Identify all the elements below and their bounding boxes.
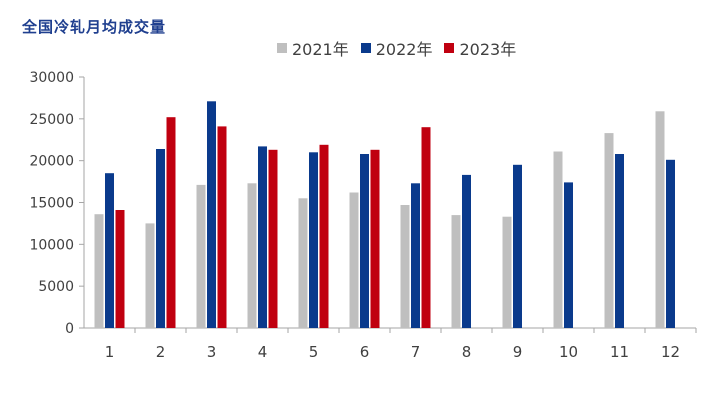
legend-item-2022: 2022年 [360, 36, 433, 60]
legend-swatch-2021 [277, 43, 287, 53]
bar-2023年-6 [370, 149, 380, 328]
legend-label-2021: 2021年 [292, 40, 349, 59]
x-tick-label: 9 [513, 343, 523, 361]
bar-2021年-5 [298, 198, 308, 328]
bar-2021年-10 [553, 151, 563, 328]
bar-2022年-1 [105, 173, 114, 328]
y-tick-label: 0 [65, 321, 74, 337]
bar-2023年-2 [166, 117, 176, 328]
bar-2023年-4 [268, 149, 278, 328]
bar-2021年-12 [655, 111, 665, 328]
bar-2022年-3 [207, 101, 216, 328]
x-tick-label: 3 [207, 343, 217, 361]
bar-2021年-8 [451, 215, 461, 328]
legend-label-2023: 2023年 [459, 40, 517, 59]
x-tick-label: 11 [610, 343, 629, 361]
chart-title: 全国冷轧月均成交量 [22, 18, 167, 36]
bar-2022年-9 [513, 164, 522, 328]
y-tick-label: 15000 [29, 196, 74, 212]
bar-2021年-2 [145, 223, 155, 328]
legend-label-2022: 2022年 [375, 40, 433, 59]
x-tick-label: 6 [360, 343, 370, 361]
bar-2023年-5 [319, 144, 329, 328]
x-tick-label: 12 [661, 343, 680, 361]
bar-2021年-1 [94, 214, 104, 328]
x-tick-label: 8 [462, 343, 472, 361]
legend-item-2023: 2023年 [444, 36, 516, 60]
bar-2022年-11 [615, 154, 624, 328]
bar-2022年-12 [666, 159, 675, 328]
y-tick-label: 30000 [29, 70, 74, 86]
bar-2022年-2 [156, 149, 165, 328]
bar-2021年-4 [247, 183, 257, 328]
bar-2022年-8 [462, 174, 471, 328]
x-tick-label: 2 [156, 343, 166, 361]
bar-2022年-10 [564, 182, 573, 328]
legend-item-2021: 2021年 [277, 36, 349, 60]
bar-2021年-7 [400, 205, 410, 328]
legend-swatch-2023 [444, 43, 455, 53]
x-tick-label: 1 [105, 343, 115, 361]
x-tick-label: 4 [258, 343, 268, 361]
y-tick-label: 5000 [38, 279, 74, 295]
x-tick-label: 5 [309, 343, 319, 361]
bar-2021年-6 [349, 192, 359, 328]
x-tick-label: 10 [559, 343, 578, 361]
y-tick-label: 25000 [29, 112, 74, 128]
chart-legend: 2021年 2022年 2023年 [277, 36, 516, 60]
bar-2023年-3 [217, 126, 227, 329]
bar-2023年-1 [115, 210, 125, 328]
y-tick-label: 20000 [29, 154, 74, 170]
bar-2021年-9 [502, 216, 512, 328]
legend-swatch-2022 [360, 43, 371, 53]
x-tick-label: 7 [411, 343, 421, 361]
bar-2021年-3 [196, 184, 206, 328]
bar-2022年-6 [360, 154, 369, 328]
bar-2021年-11 [604, 133, 614, 328]
bar-2022年-5 [309, 152, 318, 328]
bar-2023年-7 [421, 127, 431, 328]
y-tick-label: 10000 [29, 237, 74, 253]
bar-2022年-7 [411, 183, 420, 328]
bar-2022年-4 [258, 146, 267, 328]
